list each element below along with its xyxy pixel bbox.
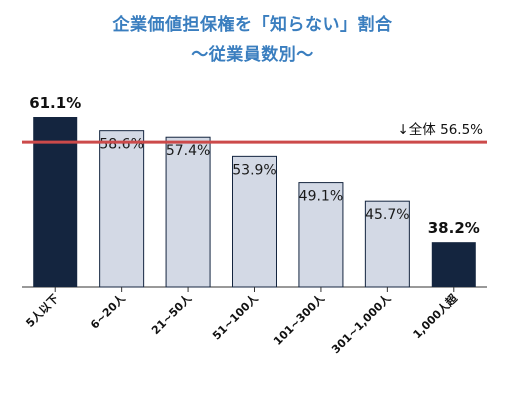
data-label: 49.1% [299, 189, 343, 205]
category-label: 5人以下 [23, 291, 62, 330]
bar [298, 182, 344, 288]
bar [33, 117, 78, 287]
category-label: 6~20人 [87, 291, 128, 332]
category-label: 21~50人 [148, 291, 195, 338]
category-label: 301~1,000人 [328, 291, 394, 357]
bar [431, 242, 476, 287]
bar [99, 130, 145, 288]
data-label: 45.7% [365, 207, 409, 223]
category-label: 1,000人超 [410, 291, 461, 342]
reference-line-label: ↓全体 56.5% [398, 121, 484, 138]
category-label: 51~100人 [209, 291, 261, 343]
chart-title: 企業価値担保権を「知らない」割合 [112, 15, 393, 35]
data-label: 58.6% [99, 137, 143, 153]
data-label: 57.4% [166, 143, 210, 159]
category-label: 101~300人 [270, 291, 327, 348]
data-label: 38.2% [428, 219, 480, 237]
bar [232, 155, 277, 288]
bar [165, 136, 211, 288]
data-label: 61.1% [29, 94, 81, 112]
data-label: 53.9% [232, 162, 276, 178]
bar [364, 200, 410, 288]
chart-subtitle: 〜従業員数別〜 [191, 45, 314, 65]
